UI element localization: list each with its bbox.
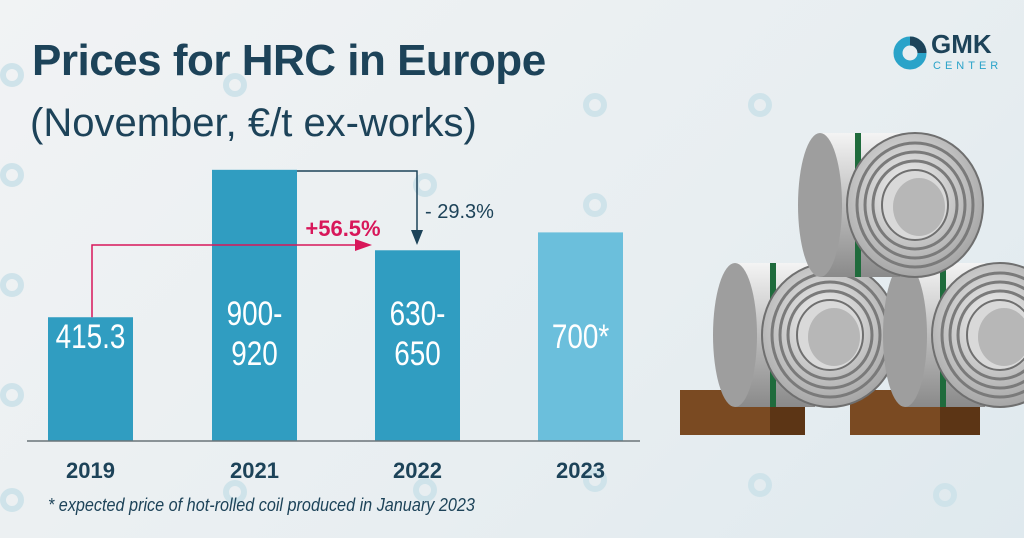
bar-2023 (538, 232, 623, 441)
x-tick-label: 2023 (556, 458, 605, 483)
decrease-arrow-line (297, 170, 418, 232)
coil-bottom-left (711, 261, 900, 409)
watermark-logo-icon (413, 173, 437, 197)
watermark-logo-icon (748, 93, 772, 117)
increase-arrow-line (91, 244, 355, 318)
steel-coils-illustration (680, 131, 1024, 435)
watermark-logo-icon (748, 473, 772, 497)
watermark-logo-icon (933, 483, 957, 507)
watermark-logo-icon (583, 193, 607, 217)
watermark-logo-icon (0, 163, 24, 187)
decrease-annotation: - 29.3% (425, 201, 494, 223)
coil-top (796, 131, 985, 279)
watermark-logo-icon (583, 468, 607, 492)
increase-annotation: +56.5% (305, 216, 380, 241)
coil-bottom-right (881, 261, 1024, 409)
watermark-logo-icon (223, 73, 247, 97)
x-tick-label: 2019 (66, 458, 115, 483)
increase-arrow-head (355, 239, 372, 251)
watermark-logo-icon (223, 480, 247, 504)
bar-value-label: 630- (390, 294, 446, 332)
gmk-logo: GMK CENTER (893, 30, 1023, 76)
page-subtitle: (November, €/t ex-works) (30, 101, 477, 145)
logo-text: GMK (931, 29, 992, 59)
watermark-logo-icon (583, 93, 607, 117)
x-tick-label: 2022 (393, 458, 442, 483)
page-title: Prices for HRC in Europe (32, 36, 546, 85)
bar-2019 (48, 317, 133, 441)
watermark-logo-icon (0, 488, 24, 512)
bar-value-label: 900- (227, 294, 283, 332)
watermark-logo-icon (413, 478, 437, 502)
logo-subtext: CENTER (933, 60, 1003, 72)
watermark-logo-icon (0, 63, 24, 87)
logo-ring-icon (893, 36, 927, 70)
footnote: * expected price of hot-rolled coil prod… (48, 495, 475, 515)
bar-2022 (375, 250, 460, 441)
x-tick-label: 2021 (230, 458, 279, 483)
watermark-logo-icon (0, 383, 24, 407)
bar-value-label: 650 (394, 334, 441, 372)
bar-value-label: 415.3 (56, 317, 126, 355)
bar-value-label: 920 (231, 334, 278, 372)
bar-value-label: 700* (552, 317, 609, 355)
watermark-logo-icon (0, 273, 24, 297)
decrease-arrow-head (411, 230, 423, 245)
bar-2021 (212, 169, 297, 441)
